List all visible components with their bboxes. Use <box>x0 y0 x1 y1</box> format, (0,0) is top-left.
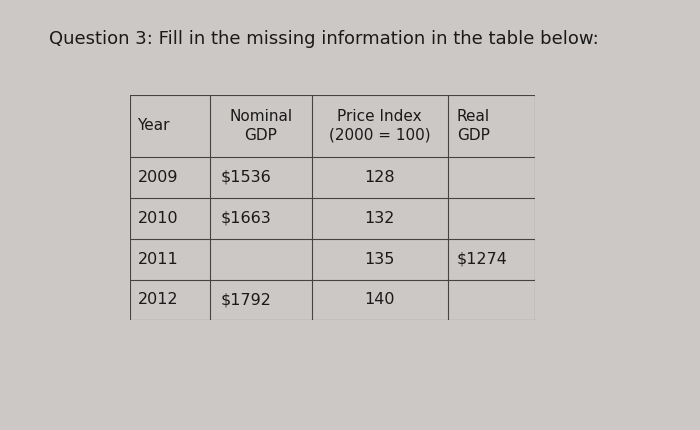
Text: 132: 132 <box>365 211 395 226</box>
Text: $1792: $1792 <box>220 292 271 307</box>
Text: 140: 140 <box>365 292 395 307</box>
Text: Question 3: Fill in the missing information in the table below:: Question 3: Fill in the missing informat… <box>49 30 598 48</box>
Text: 128: 128 <box>365 170 395 185</box>
Text: 2009: 2009 <box>137 170 178 185</box>
Text: Price Index
(2000 = 100): Price Index (2000 = 100) <box>329 109 430 143</box>
Text: 2012: 2012 <box>137 292 178 307</box>
Text: 2011: 2011 <box>137 252 178 267</box>
Text: $1274: $1274 <box>456 252 508 267</box>
Text: $1663: $1663 <box>220 211 271 226</box>
Text: 2010: 2010 <box>137 211 178 226</box>
Text: Year: Year <box>137 118 170 133</box>
Text: Real
GDP: Real GDP <box>456 109 490 143</box>
Text: $1536: $1536 <box>220 170 271 185</box>
Text: 135: 135 <box>365 252 395 267</box>
Text: Nominal
GDP: Nominal GDP <box>229 109 293 143</box>
